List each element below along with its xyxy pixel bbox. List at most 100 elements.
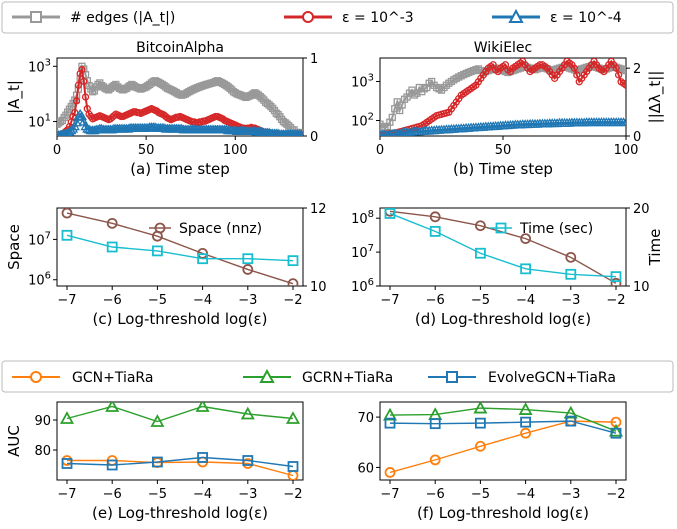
- data-point: [78, 66, 86, 74]
- plot-frame: [56, 57, 304, 137]
- data-point: [80, 77, 88, 86]
- series-line: [389, 420, 617, 434]
- x-tick-label: 100: [223, 143, 248, 158]
- x-tick-label: −2: [606, 293, 625, 308]
- legend-marker-triangle: [259, 368, 275, 383]
- legend-top-label-0: # edges (|A_t|): [70, 10, 175, 26]
- x-tick-label: 50: [138, 143, 155, 158]
- y2-tick-label: 1: [310, 52, 318, 67]
- data-point: [106, 217, 118, 229]
- inner-legend-label: Time (sec): [519, 221, 593, 237]
- data-point: [610, 277, 622, 286]
- x-tick-label: −7: [380, 293, 399, 308]
- panel-title: WikiElec: [474, 40, 532, 56]
- y2-tick-label: 10: [310, 280, 327, 295]
- x-tick-label: −6: [103, 487, 122, 502]
- x-tick-label: −4: [516, 487, 535, 502]
- x-tick-label: −5: [471, 487, 490, 502]
- panel-c: −7 −6 −5 −4 −3 −2 106 107 10 12 (c) Log-threshold …: [5, 202, 327, 328]
- data-point: [429, 211, 441, 223]
- inner-legend-marker: [495, 222, 507, 234]
- panel-caption: (e) Log-threshold log(ε): [92, 504, 268, 522]
- plot-area: [61, 208, 299, 286]
- data-point: [429, 454, 441, 466]
- legend-bottom-evolve: EvolveGCN+TiaRa: [428, 370, 616, 386]
- y-tick-label: 106: [351, 277, 374, 295]
- series--10-4: [380, 117, 626, 136]
- data-point: [242, 264, 254, 275]
- plot-frame: [379, 401, 627, 481]
- data-point: [610, 271, 622, 283]
- legend-bottom-gcrn: GCRN+TiaRa: [243, 368, 393, 386]
- data-point: [563, 405, 578, 419]
- series--10-4: [57, 108, 303, 136]
- inner-legend-label: Space (nnz): [179, 221, 262, 237]
- data-point: [384, 417, 396, 429]
- x-tick-label: −6: [426, 293, 445, 308]
- y-axis-label: Space: [5, 224, 23, 270]
- data-point: [61, 229, 73, 241]
- legend-marker-circle: [30, 371, 42, 383]
- data-point: [382, 407, 398, 421]
- data-point: [520, 416, 531, 428]
- data-point: [612, 64, 620, 72]
- inner-legend: Space (nnz): [149, 221, 262, 237]
- x-tick-label: −5: [148, 293, 167, 308]
- data-point: [107, 124, 118, 134]
- y-axis-label: |A_t|: [5, 80, 24, 114]
- data-point: [384, 467, 396, 478]
- x-tick-label: −2: [283, 487, 302, 502]
- x-tick-label: −7: [57, 487, 76, 502]
- legend-bottom-label-2: EvolveGCN+TiaRa: [488, 370, 616, 386]
- x-tick-label: −3: [238, 293, 257, 308]
- series-line: [389, 407, 617, 432]
- data-point: [295, 129, 303, 136]
- legend-marker-circle: [302, 11, 314, 23]
- x-tick-label: −4: [193, 487, 212, 502]
- data-point: [71, 117, 82, 127]
- data-point: [61, 208, 73, 219]
- panel-b: 0 50 100 102 103 0 2 WikiElec (b) Time step ||Δλ_…: [351, 40, 665, 178]
- legend-marker-triangle: [508, 8, 524, 23]
- data-point: [287, 461, 299, 472]
- data-point: [610, 427, 622, 439]
- series-line: [66, 456, 294, 468]
- x-tick-label: −7: [57, 293, 76, 308]
- y2-tick-label: 0: [310, 130, 318, 145]
- x-tick-label: −5: [471, 293, 490, 308]
- data-point: [429, 225, 441, 237]
- data-point: [391, 105, 399, 113]
- x-tick-label: 0: [376, 143, 384, 158]
- data-point: [72, 97, 81, 105]
- data-point: [287, 278, 299, 286]
- data-point: [92, 124, 104, 134]
- x-tick-label: 50: [495, 143, 512, 158]
- y2-axis-label: Time: [646, 229, 664, 267]
- y-tick-label: 102: [351, 111, 374, 129]
- x-tick-label: −6: [103, 293, 122, 308]
- series-line: [66, 212, 294, 285]
- y-tick-label: 107: [28, 230, 51, 248]
- x-tick-label: −5: [148, 487, 167, 502]
- plot-area: [59, 402, 301, 480]
- x-tick-label: −2: [283, 293, 302, 308]
- plot-area: [382, 402, 624, 478]
- data-point: [565, 268, 577, 280]
- series-time: [61, 229, 299, 267]
- data-point: [106, 459, 118, 471]
- data-point: [474, 247, 486, 259]
- y-tick-label: 106: [28, 271, 51, 289]
- data-point: [573, 71, 581, 79]
- legend-bottom: GCN+TiaRa GCRN+TiaRa EvolveGCN+TiaRa: [1, 360, 674, 393]
- legend-top-edges: # edges (|A_t|): [12, 10, 175, 26]
- panel-a: 0 50 100 101 103 0 1 BitcoinAlpha (a) Time step |…: [5, 40, 318, 178]
- legend-bottom-label-0: GCN+TiaRa: [72, 370, 153, 386]
- y-tick-label: 80: [34, 444, 51, 459]
- data-point: [76, 69, 84, 78]
- data-point: [195, 402, 210, 412]
- panel-caption: (b) Time step: [453, 160, 553, 178]
- data-point: [620, 117, 626, 127]
- data-point: [297, 129, 303, 136]
- legend-top-label-2: ε = 10^-4: [550, 10, 622, 26]
- data-point: [74, 81, 83, 89]
